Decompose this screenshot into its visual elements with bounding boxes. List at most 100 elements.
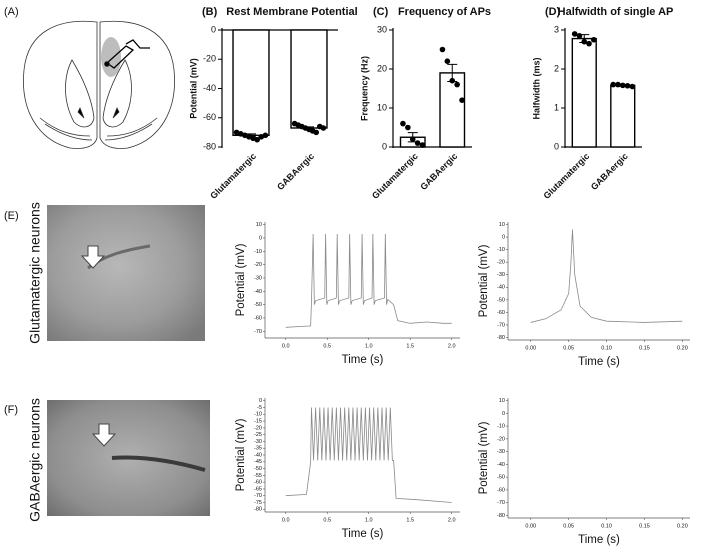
y-axis-label: Potential (mV): [478, 421, 490, 494]
y-tick-label: -65: [254, 486, 262, 492]
y-tick-label: -35: [254, 446, 262, 452]
x-tick-label: 1.0: [365, 517, 373, 523]
y-tick-label: -5: [257, 405, 262, 411]
y-tick-label: 0: [211, 24, 216, 34]
data-point: [576, 33, 583, 39]
data-point: [449, 77, 456, 84]
y-tick-label: -80: [497, 513, 505, 519]
data-point: [414, 140, 421, 146]
data-point: [419, 142, 426, 148]
y-axis-label: Potential (mV): [235, 418, 247, 491]
y-tick-label: -10: [254, 412, 262, 418]
row-label: GABAergic neurons: [27, 398, 43, 522]
y-tick-label: -80: [497, 335, 505, 341]
x-tick-label: 0.5: [323, 517, 331, 523]
bar: [290, 29, 328, 129]
x-tick-label: 0.15: [639, 523, 650, 529]
y-tick-label: -40: [254, 452, 262, 458]
x-tick-label: 1.5: [406, 517, 414, 523]
data-point: [610, 81, 617, 88]
x-tick-label: Glutamatergic: [208, 151, 258, 201]
y-tick-label: -70: [254, 329, 262, 335]
y-tick-label: 10: [377, 102, 387, 112]
data-point: [254, 136, 260, 143]
y-axis-label: Frequency (Hz): [359, 56, 369, 121]
x-axis-label: Time (s): [578, 356, 620, 368]
trace-line: [285, 407, 452, 503]
data-point: [571, 31, 578, 37]
trace-line: [285, 233, 452, 328]
x-tick-label: 0.20: [677, 523, 688, 529]
panel-label: (D): [545, 6, 561, 18]
y-tick-label: -60: [254, 480, 262, 486]
y-tick-label: -25: [254, 432, 262, 438]
y-tick-label: -40: [497, 285, 505, 291]
y-axis-label: Potential (mV): [235, 243, 247, 316]
x-tick-label: GABAergic: [418, 151, 459, 192]
bar: [571, 37, 597, 148]
y-tick-label: -40: [254, 289, 262, 295]
y-tick-label: -60: [254, 315, 262, 321]
y-tick-label: -70: [497, 322, 505, 328]
panel-label: (F): [4, 404, 18, 416]
x-axis-label: Time (s): [342, 528, 384, 540]
data-point: [581, 38, 588, 45]
x-tick-label: 0.05: [563, 523, 574, 529]
data-point: [409, 136, 416, 142]
data-point: [590, 36, 597, 43]
y-tick-label: 3: [554, 24, 559, 34]
y-tick-label: 0: [502, 411, 505, 417]
y-tick-label: -20: [254, 262, 262, 268]
panel-label: (A): [4, 6, 19, 18]
panel-label: (E): [4, 210, 19, 222]
y-tick-label: -60: [203, 112, 216, 122]
x-tick-label: 0.5: [323, 343, 331, 349]
x-axis-label: Time (s): [342, 354, 384, 366]
data-point: [454, 81, 460, 88]
y-tick-label: -20: [497, 260, 505, 266]
y-tick-label: -20: [203, 54, 216, 64]
y-tick-label: -15: [254, 419, 262, 425]
y-tick-label: 0: [382, 141, 387, 151]
y-tick-label: -30: [497, 272, 505, 278]
x-tick-label: 2.0: [448, 517, 456, 523]
y-axis-label: Potential (mV): [478, 244, 490, 317]
panel-label: (B): [202, 6, 218, 18]
micrograph: [47, 205, 205, 341]
y-tick-label: 0: [554, 141, 559, 151]
y-tick-label: -40: [203, 83, 216, 93]
x-tick-label: 0.00: [525, 523, 536, 529]
y-tick-label: 1: [554, 102, 559, 112]
data-point: [615, 81, 621, 88]
x-tick-label: GABAergic: [589, 151, 630, 192]
bar: [610, 84, 636, 148]
chart-title: Frequency of APs: [398, 6, 491, 18]
y-tick-label: -80: [254, 507, 262, 513]
y-tick-label: -80: [203, 141, 216, 151]
y-tick-label: 0: [259, 398, 262, 404]
arrow: [80, 245, 106, 269]
y-tick-label: -10: [497, 247, 505, 253]
x-tick-label: Glutamatergic: [541, 151, 591, 201]
data-point: [405, 124, 411, 131]
y-tick-label: 30: [377, 24, 387, 34]
data-point: [320, 125, 327, 131]
data-point: [624, 82, 631, 89]
bar: [232, 29, 270, 137]
y-tick-label: 2: [554, 63, 559, 73]
y-tick-label: -10: [497, 424, 505, 430]
chart-title: Rest Membrane Potential: [226, 6, 357, 18]
x-tick-label: 0.10: [601, 523, 612, 529]
y-tick-label: 10: [499, 398, 505, 404]
data-point: [586, 40, 592, 47]
y-tick-label: -20: [254, 425, 262, 431]
x-tick-label: GABAergic: [275, 151, 316, 192]
y-tick-label: -70: [497, 500, 505, 506]
x-tick-label: 0.00: [525, 345, 536, 351]
row-label: Glutamatergic neurons: [27, 202, 43, 344]
x-axis-label: Time (s): [578, 534, 620, 546]
y-tick-label: -45: [254, 459, 262, 465]
data-point: [439, 46, 446, 53]
y-tick-label: -50: [254, 466, 262, 472]
x-tick-label: 1.5: [406, 343, 414, 349]
